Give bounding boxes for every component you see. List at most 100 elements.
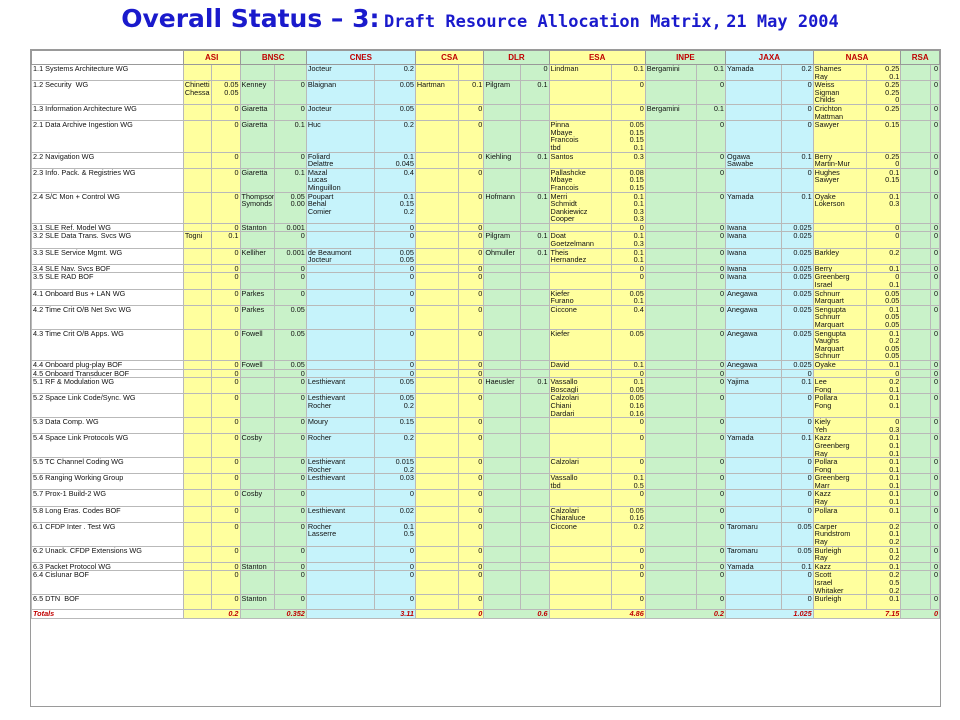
title-main: Overall Status – 3: xyxy=(121,4,380,33)
member-name-cell: Jocteur xyxy=(305,63,376,82)
allocation-cell: 0 xyxy=(210,594,241,611)
allocation-cell: 0 xyxy=(273,433,307,459)
allocation-cell: 0.05 0.00 xyxy=(273,191,307,224)
member-name-cell xyxy=(182,120,212,153)
allocation-cell: 0 xyxy=(696,231,726,249)
member-name-cell xyxy=(644,231,698,249)
member-name-cell xyxy=(182,505,212,523)
allocation-cell: 0.1 xyxy=(780,377,814,395)
allocation-cell xyxy=(519,545,550,563)
allocation-cell: 0 xyxy=(930,433,940,459)
member-name-cell xyxy=(414,393,459,419)
allocation-cell: 0 xyxy=(374,288,416,306)
member-name-cell: Yamada xyxy=(725,63,782,82)
wg-name-cell: 1.1 Systems Architecture WG xyxy=(31,63,184,82)
allocation-cell: 0.025 xyxy=(780,263,814,274)
member-name-cell: Hughes Sawyer xyxy=(812,167,868,193)
table-row: 5.2 Space Link Code/Sync. WG 0 0 Lesthievan… xyxy=(31,393,940,419)
allocation-cell: 0 xyxy=(210,489,241,507)
member-name-cell xyxy=(483,304,521,330)
allocation-cell: 0.2 xyxy=(780,63,814,82)
allocation-cell xyxy=(519,272,550,290)
member-name-cell: Calzolari xyxy=(548,457,612,475)
allocation-cell: 0 xyxy=(696,120,726,153)
member-name-cell: Sengupta Schnurr Marquart xyxy=(812,304,868,330)
member-name-cell: Pilgram xyxy=(483,80,521,105)
member-name-cell: Stanton xyxy=(239,594,275,611)
allocation-cell: 0.1 0.2 xyxy=(866,545,902,563)
allocation-cell: 0 xyxy=(930,103,940,122)
allocation-cell: 0.2 xyxy=(610,521,646,547)
member-name-cell xyxy=(483,433,521,459)
allocation-cell xyxy=(210,63,241,82)
allocation-cell: 0 xyxy=(273,80,307,105)
allocation-cell: 0.001 xyxy=(273,222,307,233)
member-name-cell: Sawyer xyxy=(812,120,868,153)
allocation-cell: 0 xyxy=(930,521,940,547)
table-row: 3.2 SLE Data Trans. Svcs WG Togni 0.1 0 0 0 Pi… xyxy=(31,231,940,249)
wg-name-cell: 3.2 SLE Data Trans. Svcs WG xyxy=(31,231,184,249)
member-name-cell: Pollara Fong xyxy=(812,457,868,475)
member-name-cell: Carper Rundstrom Ray xyxy=(812,521,868,547)
member-name-cell: Ohmuller xyxy=(483,247,521,265)
member-name-cell xyxy=(239,151,275,169)
allocation-cell: 0 xyxy=(866,368,902,379)
allocation-cell: 0 xyxy=(457,457,485,475)
member-name-cell xyxy=(182,263,212,274)
allocation-cell xyxy=(519,561,550,572)
agency-header-jaxa: JAXA xyxy=(725,50,814,65)
allocation-cell: 0 xyxy=(210,191,241,224)
wg-name-cell: 5.7 Prox-1 Build-2 WG xyxy=(31,489,184,507)
member-name-cell xyxy=(483,103,521,122)
allocation-cell: 0 xyxy=(273,489,307,507)
allocation-cell: 0 xyxy=(930,80,940,105)
allocation-cell: 0 xyxy=(273,594,307,611)
allocation-cell: 0 xyxy=(210,120,241,153)
member-name-cell xyxy=(414,191,459,224)
member-name-cell: Taromaru xyxy=(725,521,782,547)
wg-name-cell: 5.8 Long Eras. Codes BOF xyxy=(31,505,184,523)
agency-header-esa: ESA xyxy=(548,50,646,65)
table-row: 3.1 SLE Ref. Model WG 0 Stanton 0.001 0 0 0 0 Iw… xyxy=(31,222,940,233)
member-name-cell xyxy=(900,417,932,435)
member-name-cell xyxy=(239,473,275,491)
member-name-cell xyxy=(900,489,932,507)
member-name-cell xyxy=(305,263,376,274)
allocation-cell: 0.1 0.5 xyxy=(374,521,416,547)
allocation-cell: 0.1 xyxy=(519,231,550,249)
allocation-cell: 0 xyxy=(519,63,550,82)
member-name-cell xyxy=(644,594,698,611)
member-name-cell xyxy=(305,328,376,361)
agency-header-csa: CSA xyxy=(414,50,485,65)
allocation-cell: 0 xyxy=(273,473,307,491)
allocation-cell: 0 xyxy=(930,151,940,169)
wg-name-cell: 4.1 Onboard Bus + LAN WG xyxy=(31,288,184,306)
member-name-cell xyxy=(483,359,521,370)
allocation-cell: 0 xyxy=(210,433,241,459)
allocation-cell: 0 xyxy=(930,393,940,419)
allocation-cell: 0 xyxy=(457,473,485,491)
member-name-cell xyxy=(548,433,612,459)
member-name-cell: Giaretta xyxy=(239,120,275,153)
allocation-cell: 0 0.3 xyxy=(866,417,902,435)
allocation-cell xyxy=(519,417,550,435)
allocation-cell: 0 xyxy=(780,594,814,611)
member-name-cell xyxy=(414,288,459,306)
wg-name-cell: 2.1 Data Archive Ingestion WG xyxy=(31,120,184,153)
member-name-cell: Thompson Symonds xyxy=(239,191,275,224)
allocation-cell: 0.05 xyxy=(374,80,416,105)
member-name-cell xyxy=(182,377,212,395)
member-name-cell: Blaignan xyxy=(305,80,376,105)
allocation-cell: 0 xyxy=(457,561,485,572)
allocation-cell: 0.05 xyxy=(273,328,307,361)
member-name-cell xyxy=(182,63,212,82)
allocation-cell: 0 xyxy=(696,288,726,306)
allocation-cell: 0 xyxy=(610,561,646,572)
allocation-cell: 0 xyxy=(696,328,726,361)
allocation-cell: 0.05 0.05 xyxy=(866,288,902,306)
allocation-cell: 0 xyxy=(930,304,940,330)
total-asi: 0.2 xyxy=(182,609,241,620)
member-name-cell xyxy=(305,368,376,379)
table-row: 5.6 Ranging Working Group 0 0 Lesthievant 0.… xyxy=(31,473,940,491)
allocation-cell: 0 xyxy=(610,489,646,507)
